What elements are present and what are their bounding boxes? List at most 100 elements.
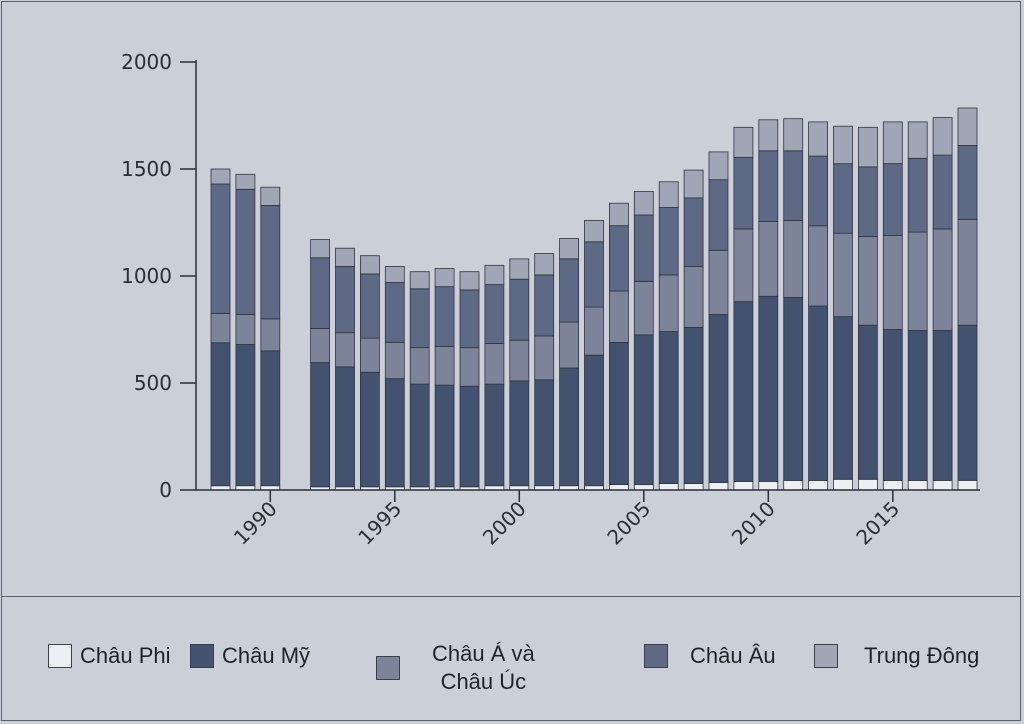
bar-2013-series-1: [833, 316, 853, 480]
bar-2004-series-0: [609, 484, 629, 491]
bar-2014-series-1: [858, 324, 878, 480]
bar-2006-series-3: [658, 207, 679, 276]
bar-2010-series-3: [758, 150, 779, 222]
bar-2000-series-2: [509, 339, 530, 382]
bar-2016-series-4: [907, 121, 928, 159]
bar-2001-series-2: [534, 335, 555, 381]
bar-1990-series-2: [260, 318, 281, 352]
bar-2013-series-0: [833, 478, 853, 491]
bar-2001-series-3: [534, 274, 555, 337]
bar-2008-series-1: [708, 314, 729, 483]
bar-2011-series-4: [783, 118, 804, 152]
bar-1992-series-3: [310, 257, 331, 329]
bar-2011-series-3: [783, 150, 804, 221]
bar-2007-series-4: [683, 169, 704, 199]
bar-1994-series-4: [359, 255, 380, 275]
bar-2006-series-1: [658, 331, 679, 484]
bar-1989-series-4: [235, 173, 256, 190]
bar-2008-series-2: [708, 249, 729, 315]
bar-2011-series-2: [783, 219, 804, 298]
bar-2001-series-4: [534, 253, 555, 276]
bar-1995-series-4: [384, 265, 405, 283]
bar-1994-series-1: [359, 371, 380, 488]
bar-1994-series-3: [359, 273, 380, 339]
bar-1992-series-4: [310, 239, 331, 259]
bar-2015-series-3: [882, 163, 903, 236]
bar-1990-series-1: [260, 350, 281, 487]
legend-swatch-europe: [644, 644, 668, 668]
bar-1989-series-2: [235, 314, 256, 345]
bar-2011-series-1: [783, 296, 804, 481]
bar-2005-series-4: [633, 191, 654, 216]
bar-1989-series-1: [235, 344, 256, 487]
legend-swatch-africa: [48, 644, 72, 668]
bar-1990-series-3: [260, 204, 281, 320]
bar-1988-series-4: [210, 168, 231, 185]
bar-2016-series-2: [907, 231, 928, 331]
y-tick-label-1500: 1500: [121, 157, 172, 181]
bar-2017-series-0: [932, 479, 953, 491]
x-tick-label-2000: 2000: [478, 497, 531, 550]
legend-label-americas: Châu Mỹ: [222, 643, 311, 668]
bar-2017-series-1: [932, 330, 953, 481]
bar-2004-series-4: [609, 202, 629, 227]
legend-item-middle-east: Trung Đông: [814, 642, 979, 670]
bar-2014-series-3: [858, 166, 878, 237]
bar-1999-series-1: [484, 383, 505, 487]
bar-1996-series-3: [409, 288, 430, 348]
bar-2009-series-0: [733, 480, 754, 491]
bar-2008-series-4: [708, 151, 729, 181]
legend-divider: [1, 596, 1021, 597]
bar-2004-series-3: [609, 225, 629, 292]
bar-2008-series-3: [708, 179, 729, 251]
bar-1996-series-4: [409, 271, 430, 290]
stacked-bar-chart: 0 500 1000 1500 2000 1990 1995 2000 2005 2010 2015: [121, 50, 980, 550]
bar-1995-series-2: [384, 341, 405, 380]
bar-2018-series-1: [957, 324, 978, 481]
bar-2014-series-0: [858, 478, 878, 491]
bar-2014-series-2: [858, 235, 878, 326]
bar-2010-series-2: [758, 220, 779, 297]
bar-1994-series-2: [359, 337, 380, 373]
bar-1999-series-2: [484, 342, 505, 385]
bar-2001-series-1: [534, 379, 555, 487]
x-tick-label-1995: 1995: [353, 497, 406, 550]
x-tick-label-2010: 2010: [727, 497, 780, 550]
bar-2018-series-3: [957, 145, 978, 220]
bar-2006-series-4: [658, 181, 679, 208]
bar-2014-series-4: [858, 126, 878, 168]
bar-2005-series-2: [633, 280, 654, 336]
legend-swatch-asia-oceania: [376, 656, 400, 680]
bar-2009-series-3: [733, 156, 754, 230]
bar-2003-series-2: [584, 306, 604, 356]
bar-1990-series-4: [260, 186, 281, 206]
y-tick-label-1000: 1000: [121, 264, 172, 288]
legend-swatch-americas: [190, 644, 214, 668]
x-tick-label-2005: 2005: [602, 497, 655, 550]
legend-label-europe: Châu Âu: [690, 643, 776, 668]
bar-2015-series-2: [882, 234, 903, 330]
bar-2002-series-3: [559, 258, 579, 323]
y-tick-label-500: 500: [134, 371, 172, 395]
legend-item-europe: Châu Âu: [644, 642, 776, 670]
bar-2008-series-0: [708, 482, 729, 491]
bar-2016-series-0: [907, 479, 928, 491]
bar-2006-series-2: [658, 274, 679, 332]
bar-1997-series-1: [434, 384, 455, 488]
bar-2012-series-2: [808, 225, 828, 307]
bar-1988-series-3: [210, 183, 231, 314]
bar-1992-series-2: [310, 327, 331, 363]
bar-1993-series-1: [335, 366, 355, 488]
bars-layer: [210, 107, 978, 491]
bar-2000-series-4: [509, 258, 530, 280]
bar-1997-series-2: [434, 346, 455, 386]
legend-label-asia-oceania: Châu Á và Châu Úc: [432, 641, 535, 694]
bar-2012-series-3: [808, 155, 828, 227]
bar-1997-series-4: [434, 268, 455, 288]
bar-2003-series-4: [584, 219, 604, 243]
bar-2018-series-0: [957, 479, 978, 491]
bar-2009-series-2: [733, 228, 754, 303]
bar-2005-series-1: [633, 334, 654, 486]
bar-2005-series-0: [633, 484, 654, 491]
legend-label-middle-east: Trung Đông: [864, 643, 980, 668]
